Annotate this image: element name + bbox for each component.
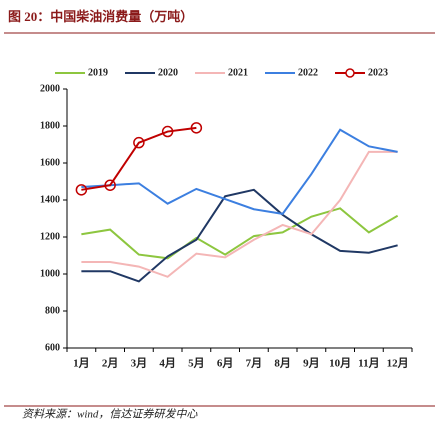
legend-label: 2022 xyxy=(298,67,318,78)
x-tick-label: 10月 xyxy=(329,357,351,370)
y-tick-label: 1000 xyxy=(40,268,60,279)
series-line xyxy=(81,128,398,215)
series-line xyxy=(81,126,197,191)
x-tick-label: 11月 xyxy=(358,357,379,370)
point xyxy=(190,122,203,134)
x-tick-label: 3月 xyxy=(131,357,148,370)
x-tick-label: 9月 xyxy=(303,357,320,370)
point xyxy=(104,179,116,191)
x-tick-label: 8月 xyxy=(274,357,291,370)
x-tick-label: 6月 xyxy=(217,357,234,370)
y-tick-label: 1600 xyxy=(40,157,60,168)
y-tick-label: 800 xyxy=(45,305,60,316)
x-tick-label: 4月 xyxy=(159,357,176,370)
legend-label: 2021 xyxy=(228,67,248,78)
series-line xyxy=(81,207,399,260)
x-tick-label: 12月 xyxy=(387,357,409,370)
source: 资料来源：wind，信达证券研发中心 xyxy=(22,408,198,421)
point xyxy=(161,125,174,138)
x-tick-label: 2月 xyxy=(102,357,119,370)
y-tick-label: 2000 xyxy=(40,83,60,94)
point xyxy=(75,184,88,196)
legend-marker xyxy=(345,68,355,78)
series-line xyxy=(81,188,398,283)
legend-label: 2019 xyxy=(88,67,108,78)
legend-label: 2020 xyxy=(158,67,178,78)
y-tick-label: 1200 xyxy=(40,231,60,242)
y-tick-label: 600 xyxy=(45,342,60,353)
legend-label: 2023 xyxy=(368,67,388,78)
x-tick-label: 1月 xyxy=(73,357,90,370)
x-tick-label: 5月 xyxy=(188,357,205,370)
y-tick-label: 1400 xyxy=(40,194,60,205)
series-line xyxy=(81,150,398,278)
y-tick-label: 1800 xyxy=(40,120,60,131)
x-tick-label: 7月 xyxy=(246,357,263,370)
point xyxy=(133,136,145,149)
page-title: 图 20：中国柴油消费量（万吨） xyxy=(8,9,193,24)
